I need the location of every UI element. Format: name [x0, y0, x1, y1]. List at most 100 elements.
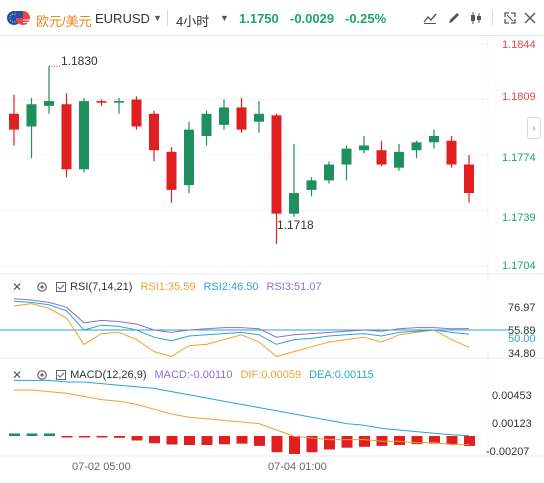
macd-bar — [149, 436, 160, 444]
candle-body — [131, 99, 142, 127]
symbol-name[interactable]: 欧元/美元 — [36, 14, 92, 29]
macd-bar — [289, 436, 300, 454]
interval-dropdown-icon[interactable]: ▼ — [220, 13, 229, 23]
candle-body — [341, 148, 352, 165]
candle-body — [201, 113, 212, 136]
rsi-axis-label: 50.00 — [508, 333, 536, 345]
macd-value: MACD:-0.00110 — [154, 369, 233, 381]
candles — [9, 66, 474, 244]
interval-selector[interactable]: 4小时 — [176, 14, 210, 29]
low-annotation: 1.1718 — [277, 218, 314, 232]
gear-icon[interactable] — [36, 369, 48, 381]
macd-bar — [394, 436, 405, 445]
header-divider-2 — [492, 10, 493, 26]
candle-body — [79, 101, 89, 170]
macd-axis-label: 0.00123 — [492, 418, 532, 430]
candle-body — [44, 101, 54, 106]
rsi3-line — [13, 298, 470, 338]
macd-title: MACD(12,26,9) — [70, 369, 147, 381]
price-change: -0.0029 — [290, 11, 335, 26]
line-chart-icon — [423, 13, 437, 24]
settings-button[interactable] — [520, 9, 540, 27]
dif-value: DIF:0.00059 — [240, 369, 302, 381]
candle-body — [254, 113, 264, 122]
macd-bar — [184, 436, 195, 445]
candle-body — [184, 129, 194, 186]
candle-body — [376, 150, 387, 165]
rsi1-value: RSI1:35.59 — [140, 281, 196, 293]
expand-icon — [504, 12, 516, 24]
rsi-title-bar: ✕ RSI(7,14,21) RSI1:35.59 RSI2:46.50 RSI… — [12, 280, 322, 294]
gear-icon[interactable] — [36, 281, 48, 293]
chart-type-button[interactable] — [466, 9, 486, 27]
collapse-panel-button[interactable]: › — [527, 117, 541, 139]
header-divider — [167, 10, 168, 26]
price-chart[interactable] — [0, 36, 544, 483]
macd-panel — [9, 379, 475, 454]
symbol-code[interactable]: EURUSD — [95, 11, 150, 26]
price-change-pct: -0.25% — [345, 11, 387, 26]
time-axis-label: 07-02 05:00 — [72, 461, 131, 473]
indicator-button[interactable] — [420, 9, 440, 27]
high-annotation: 1.1830 — [61, 54, 98, 68]
candle-body — [219, 107, 229, 125]
time-axis-label: 07-04 01:00 — [268, 461, 327, 473]
candle-body — [446, 140, 457, 165]
chart-grid — [0, 43, 488, 267]
close-icon[interactable]: ✕ — [12, 280, 23, 294]
rsi-axis-label: 34.80 — [508, 348, 536, 360]
price-axis-label: 1.1809 — [502, 91, 536, 103]
candle-body — [114, 101, 124, 103]
eu-us-flag-icon — [7, 11, 30, 25]
macd-axis-label: 0.00453 — [492, 390, 532, 402]
macd-bar — [219, 436, 230, 445]
chart-header: 欧元/美元 EURUSD ▼ 4小时 ▼ 1.1750 -0.0029 -0.2… — [0, 0, 544, 36]
macd-bar — [464, 436, 475, 446]
candle-body — [359, 145, 369, 151]
rsi-axis-label: 76.97 — [508, 302, 536, 314]
candle-body — [306, 180, 317, 190]
macd-bar — [359, 436, 370, 447]
macd-bar — [411, 436, 423, 445]
dea-line — [14, 379, 470, 437]
macd-bar — [114, 436, 125, 438]
rsi-panel — [0, 298, 510, 357]
price-axis-label: 1.1739 — [502, 212, 536, 224]
macd-bar — [429, 436, 440, 444]
rsi-title: RSI(7,14,21) — [70, 281, 133, 293]
last-price: 1.1750 — [239, 11, 279, 26]
macd-bar — [44, 433, 55, 436]
macd-bar — [9, 433, 20, 436]
close-icon[interactable]: ✕ — [12, 368, 23, 382]
macd-bar — [166, 436, 178, 445]
price-axis-label: 1.1774 — [502, 152, 536, 164]
macd-axis-label: -0.00207 — [486, 446, 530, 458]
fullscreen-button[interactable] — [500, 9, 520, 27]
macd-bar — [306, 436, 318, 453]
symbol-dropdown-icon[interactable]: ▼ — [153, 13, 162, 23]
macd-title-bar: ✕ MACD(12,26,9) MACD:-0.00110 DIF:0.0005… — [12, 368, 374, 382]
candle-body — [271, 115, 282, 214]
macd-bar — [201, 436, 213, 445]
dea-value: DEA:0.00115 — [309, 369, 374, 381]
macd-bar — [79, 436, 90, 438]
price-axis-label: 1.1704 — [502, 260, 536, 272]
checkbox-icon[interactable] — [56, 282, 67, 292]
candle-body — [411, 142, 422, 151]
macd-bar — [131, 436, 143, 441]
rsi3-value: RSI3:51.07 — [266, 281, 322, 293]
candle-body — [289, 193, 299, 214]
price-axis-label: 1.1844 — [502, 39, 536, 51]
candle-body — [96, 101, 107, 103]
dif-line — [14, 389, 470, 446]
rsi1-line — [13, 303, 470, 357]
candle-body — [61, 104, 72, 170]
candle-body — [236, 107, 247, 130]
candle-body — [149, 113, 159, 151]
checkbox-icon[interactable] — [56, 370, 67, 380]
macd-bar — [341, 436, 353, 448]
macd-bar — [254, 436, 265, 446]
draw-button[interactable] — [444, 9, 464, 27]
candle-body — [429, 135, 439, 143]
candle-body — [166, 151, 177, 190]
